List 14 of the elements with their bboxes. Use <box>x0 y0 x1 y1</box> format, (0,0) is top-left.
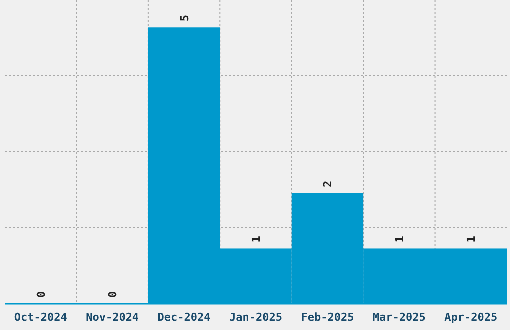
x-tick-label: Oct-2024 <box>14 311 68 324</box>
data-label: 2 <box>322 180 335 188</box>
data-label: 0 <box>106 291 120 298</box>
x-tick-label: Dec-2024 <box>158 311 212 324</box>
x-tick-label: Apr-2025 <box>444 311 498 324</box>
data-label: 1 <box>465 236 478 243</box>
x-tick-label: Jan-2025 <box>230 311 282 324</box>
x-tick-label: Mar-2025 <box>372 311 426 324</box>
data-label: 5 <box>178 15 192 22</box>
x-tick-label: Nov-2024 <box>86 311 140 324</box>
data-label: 1 <box>250 236 263 243</box>
data-label: 0 <box>34 291 48 298</box>
x-tick-label: Feb-2025 <box>301 311 354 324</box>
data-label: 1 <box>393 236 406 243</box>
